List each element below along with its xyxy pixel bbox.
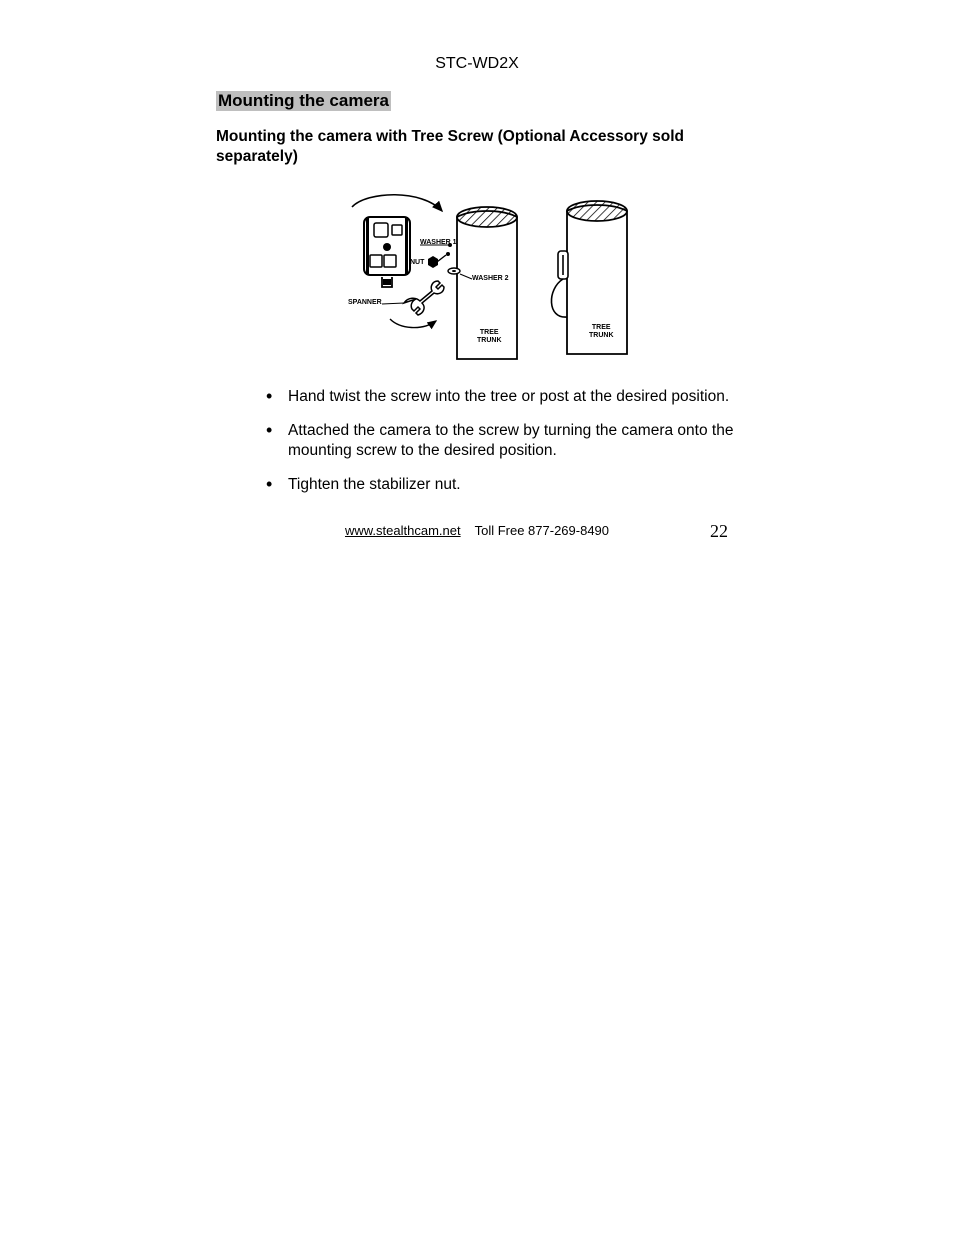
list-item: Tighten the stabilizer nut. (266, 475, 738, 495)
label-spanner: SPANNER (348, 299, 382, 306)
instruction-list: Hand twist the screw into the tree or po… (216, 387, 738, 494)
section-subtitle: Mounting the camera with Tree Screw (Opt… (216, 127, 738, 167)
washer2-icon (448, 268, 460, 274)
label-tree-trunk-right: TREE TRUNK (589, 324, 614, 339)
footer-url: www.stealthcam.net (345, 523, 461, 538)
motion-arrow (352, 195, 442, 211)
page-number: 22 (710, 521, 728, 542)
label-nut: NUT (410, 259, 424, 266)
list-item: Hand twist the screw into the tree or po… (266, 387, 738, 407)
page-footer: www.stealthcam.net Toll Free 877-269-8490… (216, 523, 738, 538)
document-page: STC-WD2X Mounting the camera Mounting th… (0, 0, 954, 1235)
mounting-diagram: WASHER 1 NUT WASHER 2 SPANNER TREE TRUNK… (312, 189, 642, 369)
bracket-icon (382, 277, 392, 287)
footer-phone: Toll Free 877-269-8490 (475, 523, 609, 538)
label-washer1: WASHER 1 (420, 239, 457, 246)
spanner-icon (404, 281, 444, 315)
label-washer2: WASHER 2 (472, 275, 509, 282)
camera-icon (364, 217, 410, 275)
section-title: Mounting the camera (216, 91, 391, 111)
model-header: STC-WD2X (216, 55, 738, 73)
label-tree-trunk-left: TREE TRUNK (477, 329, 502, 344)
nut-icon (428, 252, 450, 268)
section-title-row: Mounting the camera (216, 91, 738, 127)
list-item: Attached the camera to the screw by turn… (266, 421, 738, 461)
